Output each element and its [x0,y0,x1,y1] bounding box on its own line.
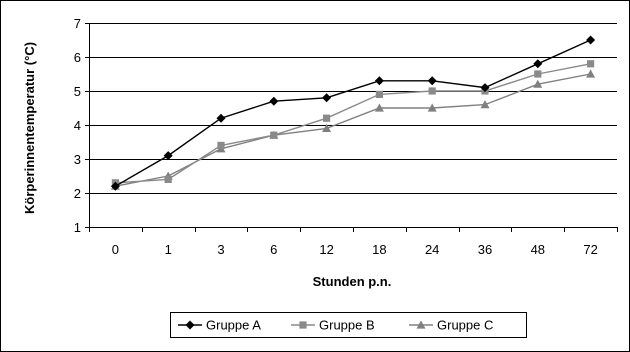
x-tick-label: 18 [372,242,386,257]
x-tick-label: 1 [165,242,172,257]
y-tick-label: 4 [74,118,81,133]
legend-label: Gruppe C [437,318,493,333]
legend-box [170,312,527,338]
x-axis-title: Stunden p.n. [313,274,392,289]
x-tick-label: 72 [583,242,597,257]
y-axis-title: Körperinnentemperatur (°C) [22,42,37,214]
gridlines [89,23,617,228]
legend: Gruppe A Gruppe B Gruppe C [170,312,527,338]
data-point [110,181,120,191]
x-tick-label: 3 [217,242,224,257]
legend-marker [185,320,195,330]
x-tick-label: 36 [478,242,492,257]
data-point [480,100,490,109]
data-point [587,60,595,68]
data-point [269,96,279,106]
data-point [374,76,384,86]
series-gruppe-b [111,60,595,187]
data-point [427,103,437,112]
legend-item: Gruppe C [409,318,493,333]
series-gruppe-a [110,35,596,191]
y-tick-label: 1 [74,220,81,235]
series-lines [110,35,596,191]
x-tick-label: 0 [112,242,119,257]
data-point [322,93,332,103]
data-point [533,59,543,69]
legend-label: Gruppe A [206,318,261,333]
y-tick-label: 6 [74,50,81,65]
data-point [322,123,332,132]
data-point [323,114,331,122]
axes [85,23,618,232]
data-point [480,83,490,93]
series-line [115,39,591,187]
x-tick-label: 6 [270,242,277,257]
data-point [533,79,543,88]
x-tick-label: 24 [425,242,439,257]
y-tick-labels: 1 2 3 4 5 6 7 [74,16,81,235]
data-point [586,69,596,78]
y-tick-label: 3 [74,152,81,167]
data-point [374,103,384,112]
y-tick-label: 5 [74,84,81,99]
x-tick-labels: 0 1 3 6 12 18 24 36 48 72 [112,242,598,257]
x-tick-label: 48 [531,242,545,257]
data-point [217,141,225,149]
data-point [428,87,436,95]
legend-item: Gruppe B [291,318,375,333]
legend-marker [416,320,426,329]
legend-item: Gruppe A [178,318,261,333]
x-tick-label: 12 [319,242,333,257]
data-point [216,113,226,123]
data-point [586,35,596,45]
y-tick-label: 2 [74,186,81,201]
data-point [164,175,172,183]
series-line [115,63,591,184]
data-point [375,90,383,98]
y-tick-label: 7 [74,16,81,31]
data-point [163,151,173,161]
data-point [534,70,542,78]
legend-label: Gruppe B [319,318,375,333]
data-point [270,131,278,139]
data-point [427,76,437,86]
legend-marker [299,321,307,329]
